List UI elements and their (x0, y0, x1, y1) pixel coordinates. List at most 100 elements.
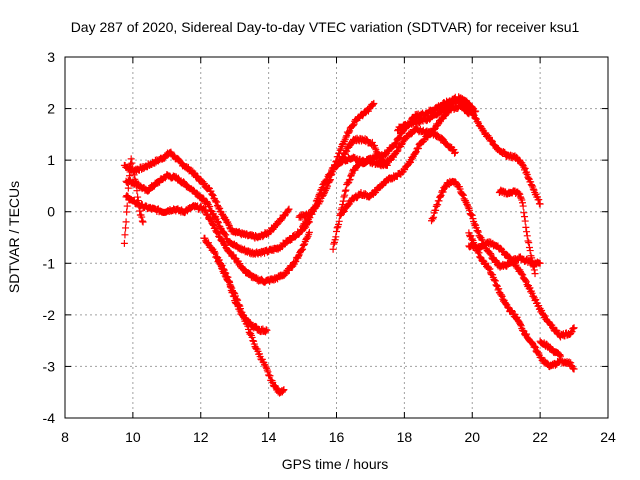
series-track-2 (122, 171, 313, 258)
data-point (215, 232, 223, 240)
data-point (266, 372, 274, 380)
data-point (491, 277, 499, 285)
data-point (207, 216, 215, 224)
data-point (474, 118, 482, 126)
data-point (369, 100, 377, 108)
series-track-1 (120, 148, 293, 242)
x-tick-label: 20 (464, 429, 480, 445)
data-point (370, 99, 378, 107)
data-point (308, 210, 316, 218)
data-point (127, 155, 135, 163)
x-tick-label: 14 (261, 429, 277, 445)
data-point (464, 109, 472, 117)
data-point (215, 256, 223, 264)
data-point (412, 149, 420, 157)
x-axis-label: GPS time / hours (282, 456, 389, 472)
data-point (347, 171, 355, 179)
data-point (129, 165, 137, 173)
data-point (487, 136, 495, 144)
data-point (342, 186, 350, 194)
data-point (134, 197, 142, 205)
y-tick-label: 3 (47, 49, 55, 65)
data-point (262, 363, 270, 371)
data-point (466, 206, 474, 214)
data-point (517, 269, 525, 277)
x-tick-label: 16 (329, 429, 345, 445)
data-point (383, 161, 391, 169)
data-point (538, 306, 546, 314)
data-point (316, 189, 324, 197)
data-point (345, 128, 353, 136)
data-point (299, 241, 307, 249)
data-point (492, 281, 500, 289)
data-point (432, 206, 440, 214)
y-tick-label: -2 (43, 307, 56, 323)
data-point (263, 366, 271, 374)
data-point (504, 303, 512, 311)
data-point (233, 299, 241, 307)
data-point (495, 285, 503, 293)
series-track-16 (495, 186, 539, 278)
data-point (523, 330, 531, 338)
data-point (123, 202, 131, 210)
data-point (224, 220, 232, 228)
data-point (130, 171, 138, 179)
data-point (486, 265, 494, 273)
data-point (204, 240, 212, 248)
data-point (535, 302, 543, 310)
data-point (233, 301, 241, 309)
data-point (536, 200, 544, 208)
data-point (229, 288, 237, 296)
data-point (331, 236, 339, 244)
data-point (226, 281, 234, 289)
data-point (536, 259, 544, 267)
data-point (343, 147, 351, 155)
data-point (516, 320, 524, 328)
data-point (220, 230, 228, 238)
data-point (335, 220, 343, 228)
data-point (139, 218, 147, 226)
data-point (315, 191, 323, 199)
data-point (521, 164, 529, 172)
data-point (333, 227, 340, 235)
data-point (133, 187, 141, 195)
y-tick-label: 0 (47, 204, 55, 220)
data-point (529, 185, 537, 193)
data-point (211, 249, 219, 257)
data-point (530, 263, 538, 271)
data-point (525, 244, 533, 252)
data-point (371, 144, 379, 152)
data-point (285, 205, 293, 213)
data-point (297, 246, 305, 254)
data-point (123, 192, 131, 200)
data-point (522, 223, 530, 231)
data-point (210, 247, 218, 255)
data-point (475, 249, 483, 257)
data-point (202, 206, 210, 214)
data-point (227, 282, 235, 290)
data-point (436, 193, 444, 201)
data-point (280, 386, 288, 394)
data-point (472, 107, 480, 115)
data-point (301, 221, 309, 229)
data-point (516, 193, 524, 201)
data-point (236, 260, 244, 268)
data-point (521, 213, 529, 221)
series-track-10 (336, 102, 473, 220)
series-track-15 (465, 238, 578, 341)
data-point (225, 277, 233, 285)
data-point (228, 289, 236, 297)
series-track-11 (333, 134, 391, 171)
data-point (339, 197, 347, 205)
data-point (394, 147, 402, 155)
data-point (488, 137, 496, 145)
data-point (375, 151, 383, 159)
data-point (434, 201, 442, 209)
data-point (206, 203, 214, 211)
data-point (467, 232, 475, 240)
y-tick-label: 1 (47, 152, 55, 168)
data-point (305, 228, 313, 236)
data-point (333, 224, 341, 232)
